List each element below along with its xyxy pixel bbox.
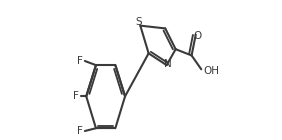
Text: OH: OH: [203, 66, 219, 76]
Text: F: F: [77, 56, 83, 66]
Text: S: S: [135, 17, 142, 27]
Text: N: N: [164, 59, 172, 69]
Text: F: F: [77, 126, 83, 136]
Text: O: O: [194, 31, 202, 41]
Text: F: F: [73, 91, 79, 101]
